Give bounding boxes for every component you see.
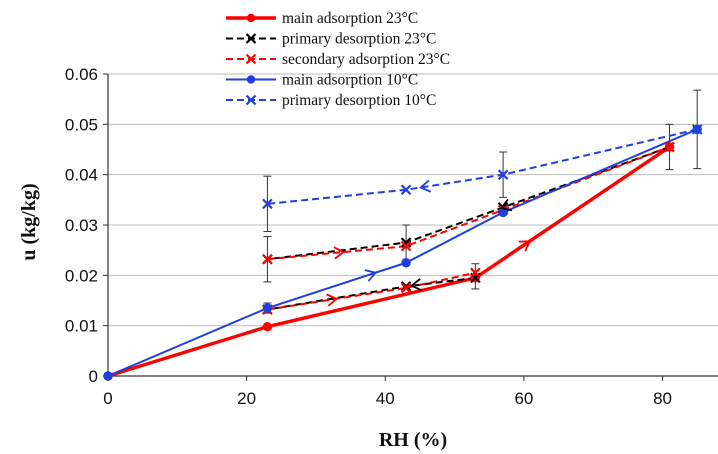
legend-label: main adsorption 23°C xyxy=(282,10,418,27)
data-point xyxy=(401,258,411,268)
legend-label: primary desorption 10°C xyxy=(282,92,436,109)
direction-arrow xyxy=(409,278,422,292)
tick-labels: 0 0.01 0.02 0.03 0.04 0.05 0.06 0 20 40 60 80 xyxy=(65,65,672,408)
direction-arrow xyxy=(499,198,513,212)
y-tick-label: 0.03 xyxy=(65,216,98,235)
legend-label: secondary adsorption 23°C xyxy=(282,51,450,68)
legend-label: main adsorption 10°C xyxy=(282,72,418,89)
x-tick-label: 0 xyxy=(103,389,112,408)
series-markers xyxy=(103,124,703,381)
series-lines xyxy=(107,128,698,378)
legend-marker xyxy=(246,13,256,23)
legend-marker xyxy=(245,94,257,106)
x-tick-label: 60 xyxy=(514,389,533,408)
series-branch-line xyxy=(267,271,476,311)
data-point xyxy=(400,240,412,252)
data-point xyxy=(400,237,412,248)
direction-arrow xyxy=(364,269,378,282)
legend-marker xyxy=(245,53,257,65)
data-point xyxy=(691,124,703,135)
x-tick-label: 80 xyxy=(653,389,672,408)
x-tick-label: 40 xyxy=(376,389,395,408)
direction-arrow xyxy=(326,293,339,307)
direction-arrows xyxy=(326,179,532,307)
direction-arrow xyxy=(333,246,346,260)
series-line xyxy=(107,128,698,377)
data-point xyxy=(262,303,273,313)
series-line xyxy=(267,146,670,261)
y-tick-label: 0.04 xyxy=(65,166,98,185)
series-line xyxy=(107,145,671,378)
data-point xyxy=(262,253,273,265)
error-bars xyxy=(263,89,702,314)
data-point xyxy=(262,321,273,332)
data-point xyxy=(497,169,509,180)
x-axis-title: RH (%) xyxy=(379,429,447,451)
axes xyxy=(103,73,718,381)
legend-label: primary desorption 23°C xyxy=(282,31,436,48)
legend: main adsorption 23°C primary desorption 2… xyxy=(226,10,450,109)
y-tick-label: 0.05 xyxy=(65,115,98,134)
data-point xyxy=(400,184,412,196)
data-point xyxy=(103,371,113,381)
gridlines xyxy=(108,73,718,327)
y-tick-label: 0.02 xyxy=(65,266,98,285)
direction-arrow xyxy=(518,240,532,252)
data-point xyxy=(470,267,481,279)
direction-arrow xyxy=(418,179,432,193)
series-line xyxy=(267,146,670,261)
y-tick-label: 0 xyxy=(89,367,98,386)
series-line xyxy=(267,128,698,205)
legend-marker xyxy=(245,33,257,44)
x-tick-label: 20 xyxy=(237,389,256,408)
y-axis-title: u (kg/kg) xyxy=(18,183,40,260)
legend-marker xyxy=(246,75,256,84)
y-tick-label: 0.01 xyxy=(65,317,98,336)
data-point xyxy=(400,282,412,294)
y-tick-label: 0.06 xyxy=(65,65,98,84)
data-point xyxy=(262,198,273,210)
data-point xyxy=(664,141,675,153)
